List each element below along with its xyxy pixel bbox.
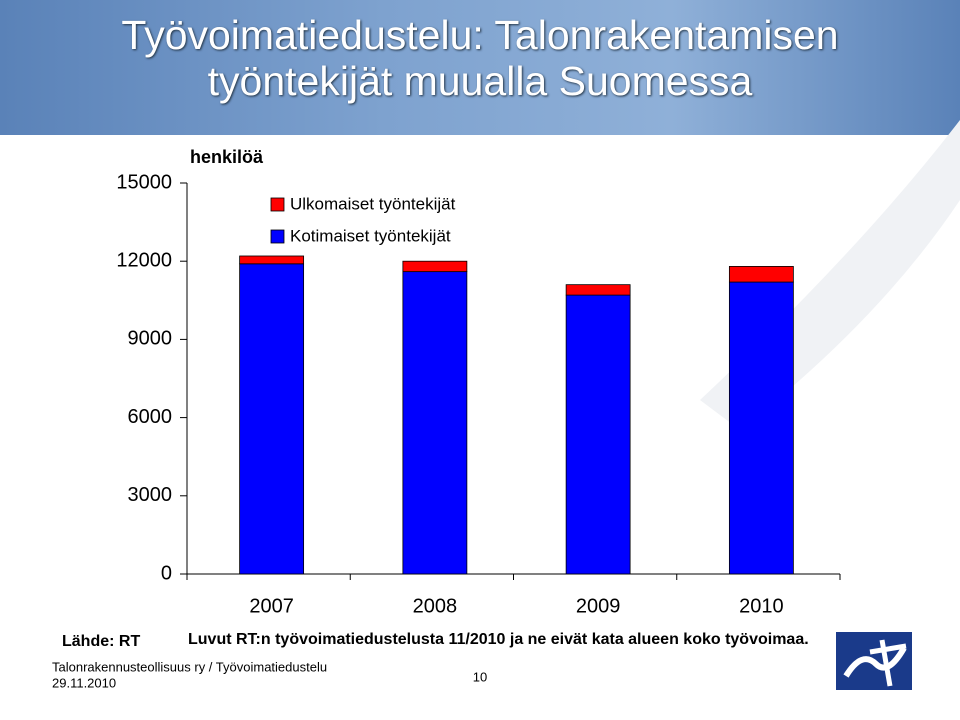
legend-label: Ulkomaiset työntekijät [290, 194, 456, 213]
x-tick-label: 2010 [739, 595, 784, 617]
title: Työvoimatiedustelu: Talonrakentamisen ty… [121, 12, 839, 104]
bar-segment [565, 284, 631, 296]
bar-segment [402, 260, 468, 273]
date: 29.11.2010 [52, 675, 116, 690]
page-number: 10 [473, 669, 487, 684]
x-tick-label: 2009 [576, 595, 621, 617]
legend-swatch [270, 197, 285, 212]
source: Lähde: RT [62, 633, 140, 650]
bar-segment [565, 294, 631, 575]
header [0, 0, 960, 135]
bar-segment [402, 271, 468, 575]
y-tick-label: 9000 [128, 328, 173, 350]
x-tick-label: 2007 [249, 595, 294, 617]
legend-label: Kotimaiset työntekijät [290, 226, 451, 245]
logo [836, 632, 912, 690]
legend-swatch [270, 229, 285, 244]
y-axis-label: henkilöä [190, 147, 264, 167]
bar-segment [728, 281, 794, 575]
note: Luvut RT:n työvoimatiedustelusta 11/2010… [188, 631, 809, 648]
y-tick-label: 0 [161, 562, 172, 584]
y-tick-label: 12000 [116, 249, 172, 271]
bar-segment [239, 255, 305, 265]
y-tick-label: 15000 [116, 171, 172, 193]
bar-segment [728, 266, 794, 283]
footer: Talonrakennusteollisuus ry / Työvoimatie… [52, 659, 327, 674]
y-tick-label: 3000 [128, 484, 173, 506]
bar-segment [239, 263, 305, 575]
y-tick-label: 6000 [128, 406, 173, 428]
x-tick-label: 2008 [413, 595, 458, 617]
